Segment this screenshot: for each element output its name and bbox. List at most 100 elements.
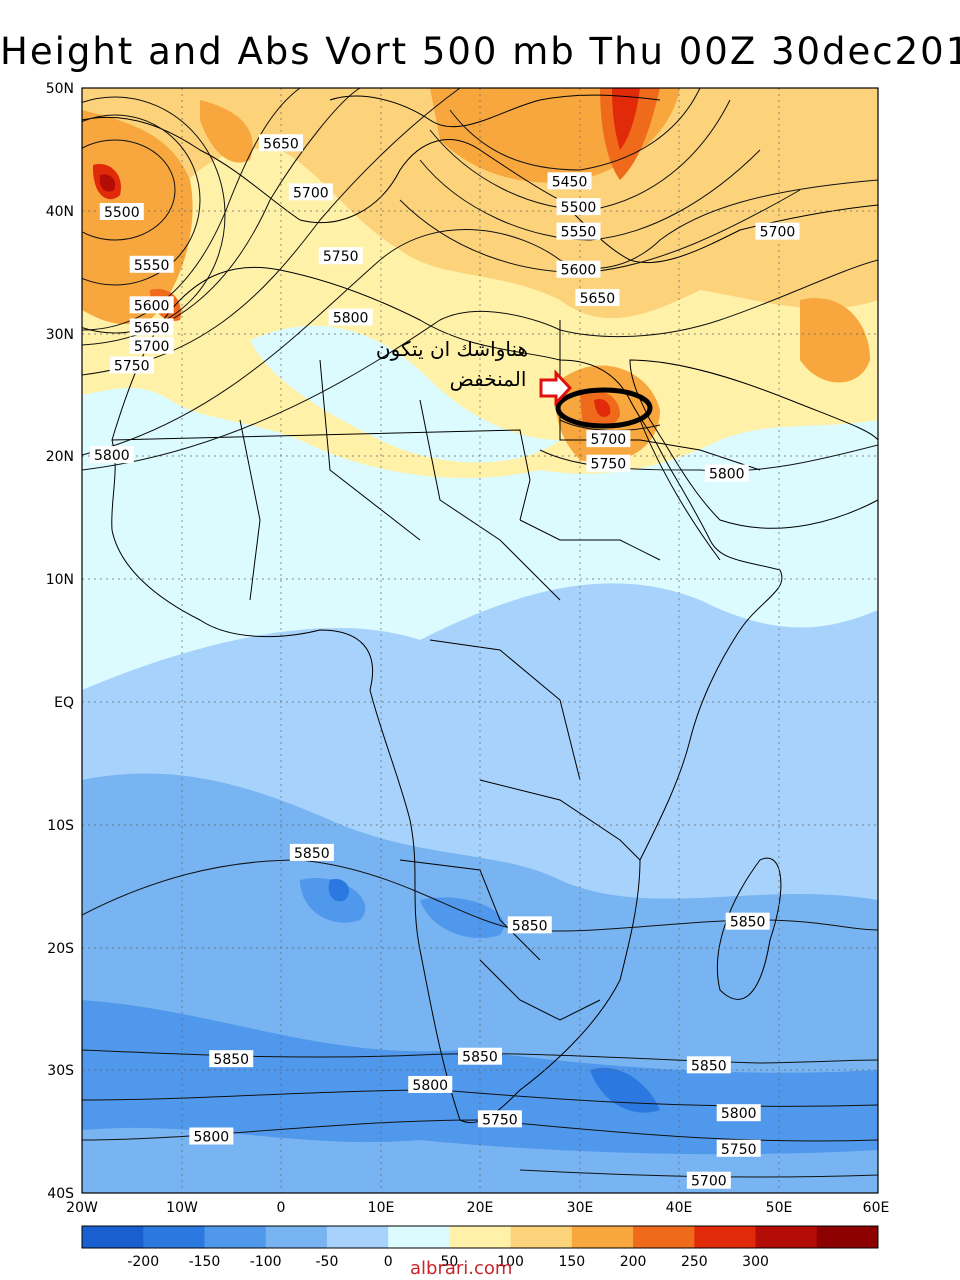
colorbar-frame bbox=[81, 1225, 879, 1249]
colorbar-swatch bbox=[816, 1226, 879, 1248]
longitude-axis: 20W 10W 0 10E 20E 30E 40E 50E 60E bbox=[66, 1200, 889, 1216]
contour-label: 5850 bbox=[686, 1056, 731, 1074]
contour-label-background bbox=[716, 1139, 761, 1157]
contour-label-background bbox=[556, 260, 601, 278]
contour-label-background bbox=[686, 1171, 731, 1189]
lat-tick-label: 20N bbox=[46, 449, 74, 465]
colorbar-label: 250 bbox=[681, 1254, 708, 1270]
lon-tick-label: 30E bbox=[567, 1200, 594, 1216]
contour-label: 5650 bbox=[575, 288, 620, 307]
contour-label: 5700 bbox=[755, 222, 800, 241]
lon-tick-label: 10E bbox=[368, 1200, 395, 1216]
contour-label: 5800 bbox=[704, 464, 749, 483]
plot-frame bbox=[81, 87, 879, 1194]
contour-label-background bbox=[209, 1050, 254, 1068]
colorbar-label: -100 bbox=[250, 1254, 282, 1270]
lon-tick-label: 20W bbox=[66, 1200, 98, 1216]
contour-label-text: 5800 bbox=[333, 311, 369, 327]
lon-tick-label: 0 bbox=[277, 1200, 286, 1216]
contour-label-background bbox=[704, 464, 749, 482]
contour-label-background bbox=[547, 172, 592, 190]
coastlines bbox=[82, 94, 878, 1124]
contour-label-background bbox=[259, 134, 303, 152]
colorbar-label: 50 bbox=[440, 1254, 458, 1270]
contour-label-text: 5850 bbox=[294, 846, 330, 862]
colorbar-swatch bbox=[326, 1226, 389, 1248]
lat-tick-label: 10S bbox=[47, 818, 74, 834]
contour-label: 5600 bbox=[129, 296, 174, 314]
contour-label-text: 5700 bbox=[293, 185, 329, 201]
contour-label-text: 5600 bbox=[134, 298, 170, 314]
colorbar-swatch bbox=[204, 1226, 267, 1248]
contour-labels: 5650 5700 5750 5800 5500 5550 5600 5650 5700 5750… bbox=[89, 134, 800, 1190]
contour-label-text: 5850 bbox=[512, 918, 548, 934]
contour-label-background bbox=[289, 843, 334, 861]
contour-label: 5500 bbox=[99, 203, 144, 221]
contour-label-text: 5650 bbox=[134, 320, 170, 336]
contour-label-text: 5650 bbox=[263, 136, 299, 152]
contour-label-background bbox=[408, 1075, 453, 1093]
lon-tick-label: 60E bbox=[863, 1200, 890, 1216]
colorbar-labels: -200 -150 -100 -50 0 50 100 150 200 250 300 bbox=[127, 1254, 769, 1270]
colorbar-label: 300 bbox=[742, 1254, 769, 1270]
contour-label-text: 5850 bbox=[730, 915, 766, 931]
contour-label-text: 5750 bbox=[114, 358, 150, 374]
contour-label: 5500 bbox=[556, 198, 601, 216]
colorbar-swatch bbox=[510, 1226, 573, 1248]
lon-tick-label: 40E bbox=[666, 1200, 693, 1216]
colorbar-swatch bbox=[388, 1226, 450, 1248]
contour-label-background bbox=[129, 336, 174, 354]
watermark: albrari.com bbox=[410, 1258, 513, 1279]
contour-label-text: 5700 bbox=[134, 339, 170, 355]
contour-label: 5550 bbox=[556, 222, 601, 241]
contour-label-background bbox=[99, 203, 144, 221]
lon-tick-label: 20E bbox=[467, 1200, 494, 1216]
contour-label-text: 5550 bbox=[134, 258, 170, 274]
contour-label-background bbox=[686, 1056, 731, 1074]
contour-label-background bbox=[89, 446, 134, 464]
colorbar-label: -150 bbox=[189, 1254, 221, 1270]
colorbar-swatch bbox=[633, 1226, 695, 1248]
contour-label: 5800 bbox=[328, 308, 373, 327]
contour-label-text: 5650 bbox=[580, 291, 616, 307]
map-title: Height and Abs Vort 500 mb Thu 00Z 30dec… bbox=[0, 30, 960, 73]
lat-tick-label: 40N bbox=[46, 204, 74, 220]
contour-label-text: 5750 bbox=[323, 249, 359, 265]
annotation-line-1: هناواشك ان يتكون bbox=[376, 337, 528, 361]
contour-label-background bbox=[328, 308, 373, 326]
colorbar-swatch bbox=[143, 1226, 205, 1248]
contour-label-text: 5700 bbox=[591, 432, 627, 448]
contour-label-background bbox=[725, 912, 770, 930]
contour-label-background bbox=[458, 1047, 502, 1065]
contour-label-text: 5850 bbox=[691, 1058, 727, 1074]
contour-label-text: 5500 bbox=[561, 200, 597, 216]
contour-label: 5650 bbox=[259, 134, 303, 152]
contour-label: 5750 bbox=[716, 1139, 761, 1158]
contour-label-background bbox=[189, 1127, 234, 1145]
contour-label: 5750 bbox=[586, 454, 631, 473]
contour-label: 5750 bbox=[109, 356, 154, 374]
contour-label-background bbox=[129, 255, 174, 273]
colorbar-swatch bbox=[571, 1226, 634, 1248]
graticule bbox=[82, 88, 878, 1193]
contour-label: 5850 bbox=[209, 1050, 254, 1068]
lat-tick-label: 10N bbox=[46, 572, 74, 588]
lon-tick-label: 10W bbox=[166, 1200, 198, 1216]
contour-label-text: 5750 bbox=[482, 1112, 518, 1128]
lon-tick-label: 50E bbox=[766, 1200, 793, 1216]
colorbar-label: 150 bbox=[558, 1254, 585, 1270]
contour-label-background bbox=[586, 454, 631, 472]
colorbar-swatch bbox=[449, 1226, 512, 1248]
contour-label-text: 5800 bbox=[412, 1078, 448, 1094]
contour-label-text: 5750 bbox=[721, 1142, 757, 1158]
low-highlight-ellipse bbox=[555, 387, 653, 429]
colorbar-label: 0 bbox=[384, 1254, 393, 1270]
contour-label-background bbox=[586, 430, 631, 448]
contour-label: 5800 bbox=[189, 1127, 234, 1146]
contour-label: 5850 bbox=[507, 916, 552, 934]
colorbar-label: -200 bbox=[127, 1254, 159, 1270]
contour-label-text: 5700 bbox=[760, 225, 796, 241]
contour-label: 5700 bbox=[129, 336, 174, 355]
colorbar-label: 100 bbox=[497, 1254, 524, 1270]
